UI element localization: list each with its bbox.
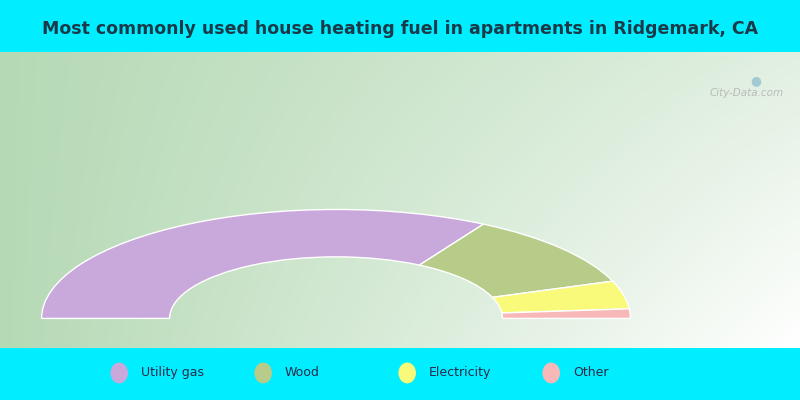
Ellipse shape	[254, 362, 272, 383]
Ellipse shape	[542, 362, 560, 383]
Text: Other: Other	[573, 366, 608, 380]
Wedge shape	[42, 210, 483, 318]
Wedge shape	[419, 224, 613, 297]
Text: Utility gas: Utility gas	[141, 366, 204, 380]
Text: Most commonly used house heating fuel in apartments in Ridgemark, CA: Most commonly used house heating fuel in…	[42, 20, 758, 38]
Text: Wood: Wood	[285, 366, 320, 380]
Ellipse shape	[110, 362, 128, 383]
Text: City-Data.com: City-Data.com	[710, 88, 784, 98]
Text: ●: ●	[750, 74, 762, 87]
Ellipse shape	[398, 362, 416, 383]
Wedge shape	[492, 281, 630, 313]
Wedge shape	[502, 309, 630, 318]
Text: Electricity: Electricity	[429, 366, 491, 380]
